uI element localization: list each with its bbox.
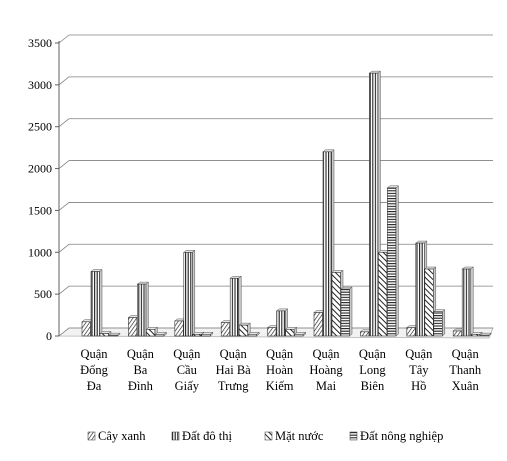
legend-swatch bbox=[87, 431, 96, 441]
gridline-depth bbox=[58, 285, 70, 295]
bar-dat-nong-nghiep bbox=[433, 309, 446, 337]
gridline-depth bbox=[58, 118, 70, 128]
y-tick-label: 3500 bbox=[28, 36, 52, 50]
bar-dat-do-thi bbox=[90, 269, 103, 337]
gridline-depth bbox=[58, 202, 70, 211]
legend: Cây xanh Đất đô thị Mặt nước Đất nông nghiệ… bbox=[87, 429, 443, 443]
category-label: Quận Hoàng Mai bbox=[309, 347, 343, 393]
legend-label: Đất đô thị bbox=[182, 429, 233, 443]
category-label: Quận Hai Bà Trưng bbox=[216, 347, 252, 393]
bar-dat-nong-nghiep bbox=[201, 331, 214, 337]
bar-dat-do-thi bbox=[183, 249, 196, 337]
legend-item-mat-nuoc: Mặt nước bbox=[264, 429, 324, 443]
bar-mat-nuoc bbox=[99, 330, 112, 337]
y-tick-label: 1500 bbox=[28, 203, 52, 217]
category-label: Quận Long Biên bbox=[359, 347, 387, 393]
legend-label: Cây xanh bbox=[98, 429, 146, 443]
y-tick-label: 500 bbox=[34, 287, 52, 301]
legend-swatch bbox=[264, 431, 273, 441]
gridline-depth bbox=[58, 34, 70, 44]
bar-dat-do-thi bbox=[136, 281, 150, 337]
category-label: Quận Tây Hồ bbox=[405, 347, 433, 393]
bar-dat-nong-nghiep bbox=[293, 331, 307, 337]
bar-dat-nong-nghiep bbox=[154, 331, 168, 337]
category-label: Quận Cầu Giấy bbox=[173, 347, 201, 393]
bar-dat-nong-nghiep bbox=[386, 185, 400, 337]
legend-item-cay-xanh: Cây xanh bbox=[87, 429, 146, 443]
bar-mat-nuoc bbox=[470, 331, 483, 337]
bar-mat-nuoc bbox=[284, 326, 298, 337]
legend-label: Đất nông nghiệp bbox=[360, 429, 443, 443]
legend-label: Mặt nước bbox=[275, 429, 324, 443]
category-label: Quận Hoàn Kiếm bbox=[266, 347, 294, 393]
y-tick-label: 1000 bbox=[28, 245, 52, 259]
category-label: Quận Ba Đình bbox=[127, 347, 155, 393]
y-tick-label: 2500 bbox=[28, 120, 52, 134]
gridline-depth bbox=[58, 243, 70, 253]
bar-dat-do-thi bbox=[229, 275, 242, 337]
legend-item-dat-nong-nghiep: Đất nông nghiệp bbox=[349, 429, 443, 443]
gridline-depth bbox=[58, 76, 70, 86]
bar-dat-nong-nghiep bbox=[247, 331, 260, 337]
y-axis: 0 500 1000 1500 2000 2500 3000 3500 bbox=[28, 36, 60, 343]
category-label: Quận Thanh Xuân bbox=[449, 347, 482, 393]
bar-mat-nuoc bbox=[238, 322, 251, 337]
bars bbox=[81, 70, 492, 337]
legend-swatch bbox=[349, 431, 358, 441]
bar-mat-nuoc bbox=[192, 331, 205, 337]
y-tick-label: 2000 bbox=[28, 162, 52, 176]
category-label: Quận Đống Đa bbox=[80, 347, 109, 393]
bar-dat-nong-nghiep bbox=[479, 332, 492, 337]
gridline-depth bbox=[58, 160, 70, 169]
category-labels: Quận Đống Đa Quận Ba Đình Quận Cầu Giấy Quận Hai B… bbox=[80, 347, 482, 393]
bar-dat-nong-nghiep bbox=[108, 332, 121, 337]
bar-dat-do-thi bbox=[461, 266, 474, 337]
y-tick-label: 0 bbox=[46, 329, 52, 343]
y-tick-label: 3000 bbox=[28, 78, 52, 92]
bar-dat-nong-nghiep bbox=[340, 286, 353, 337]
legend-swatch bbox=[171, 431, 180, 441]
legend-item-dat-do-thi: Đất đô thị bbox=[171, 429, 233, 443]
gridline-depth bbox=[58, 327, 70, 337]
